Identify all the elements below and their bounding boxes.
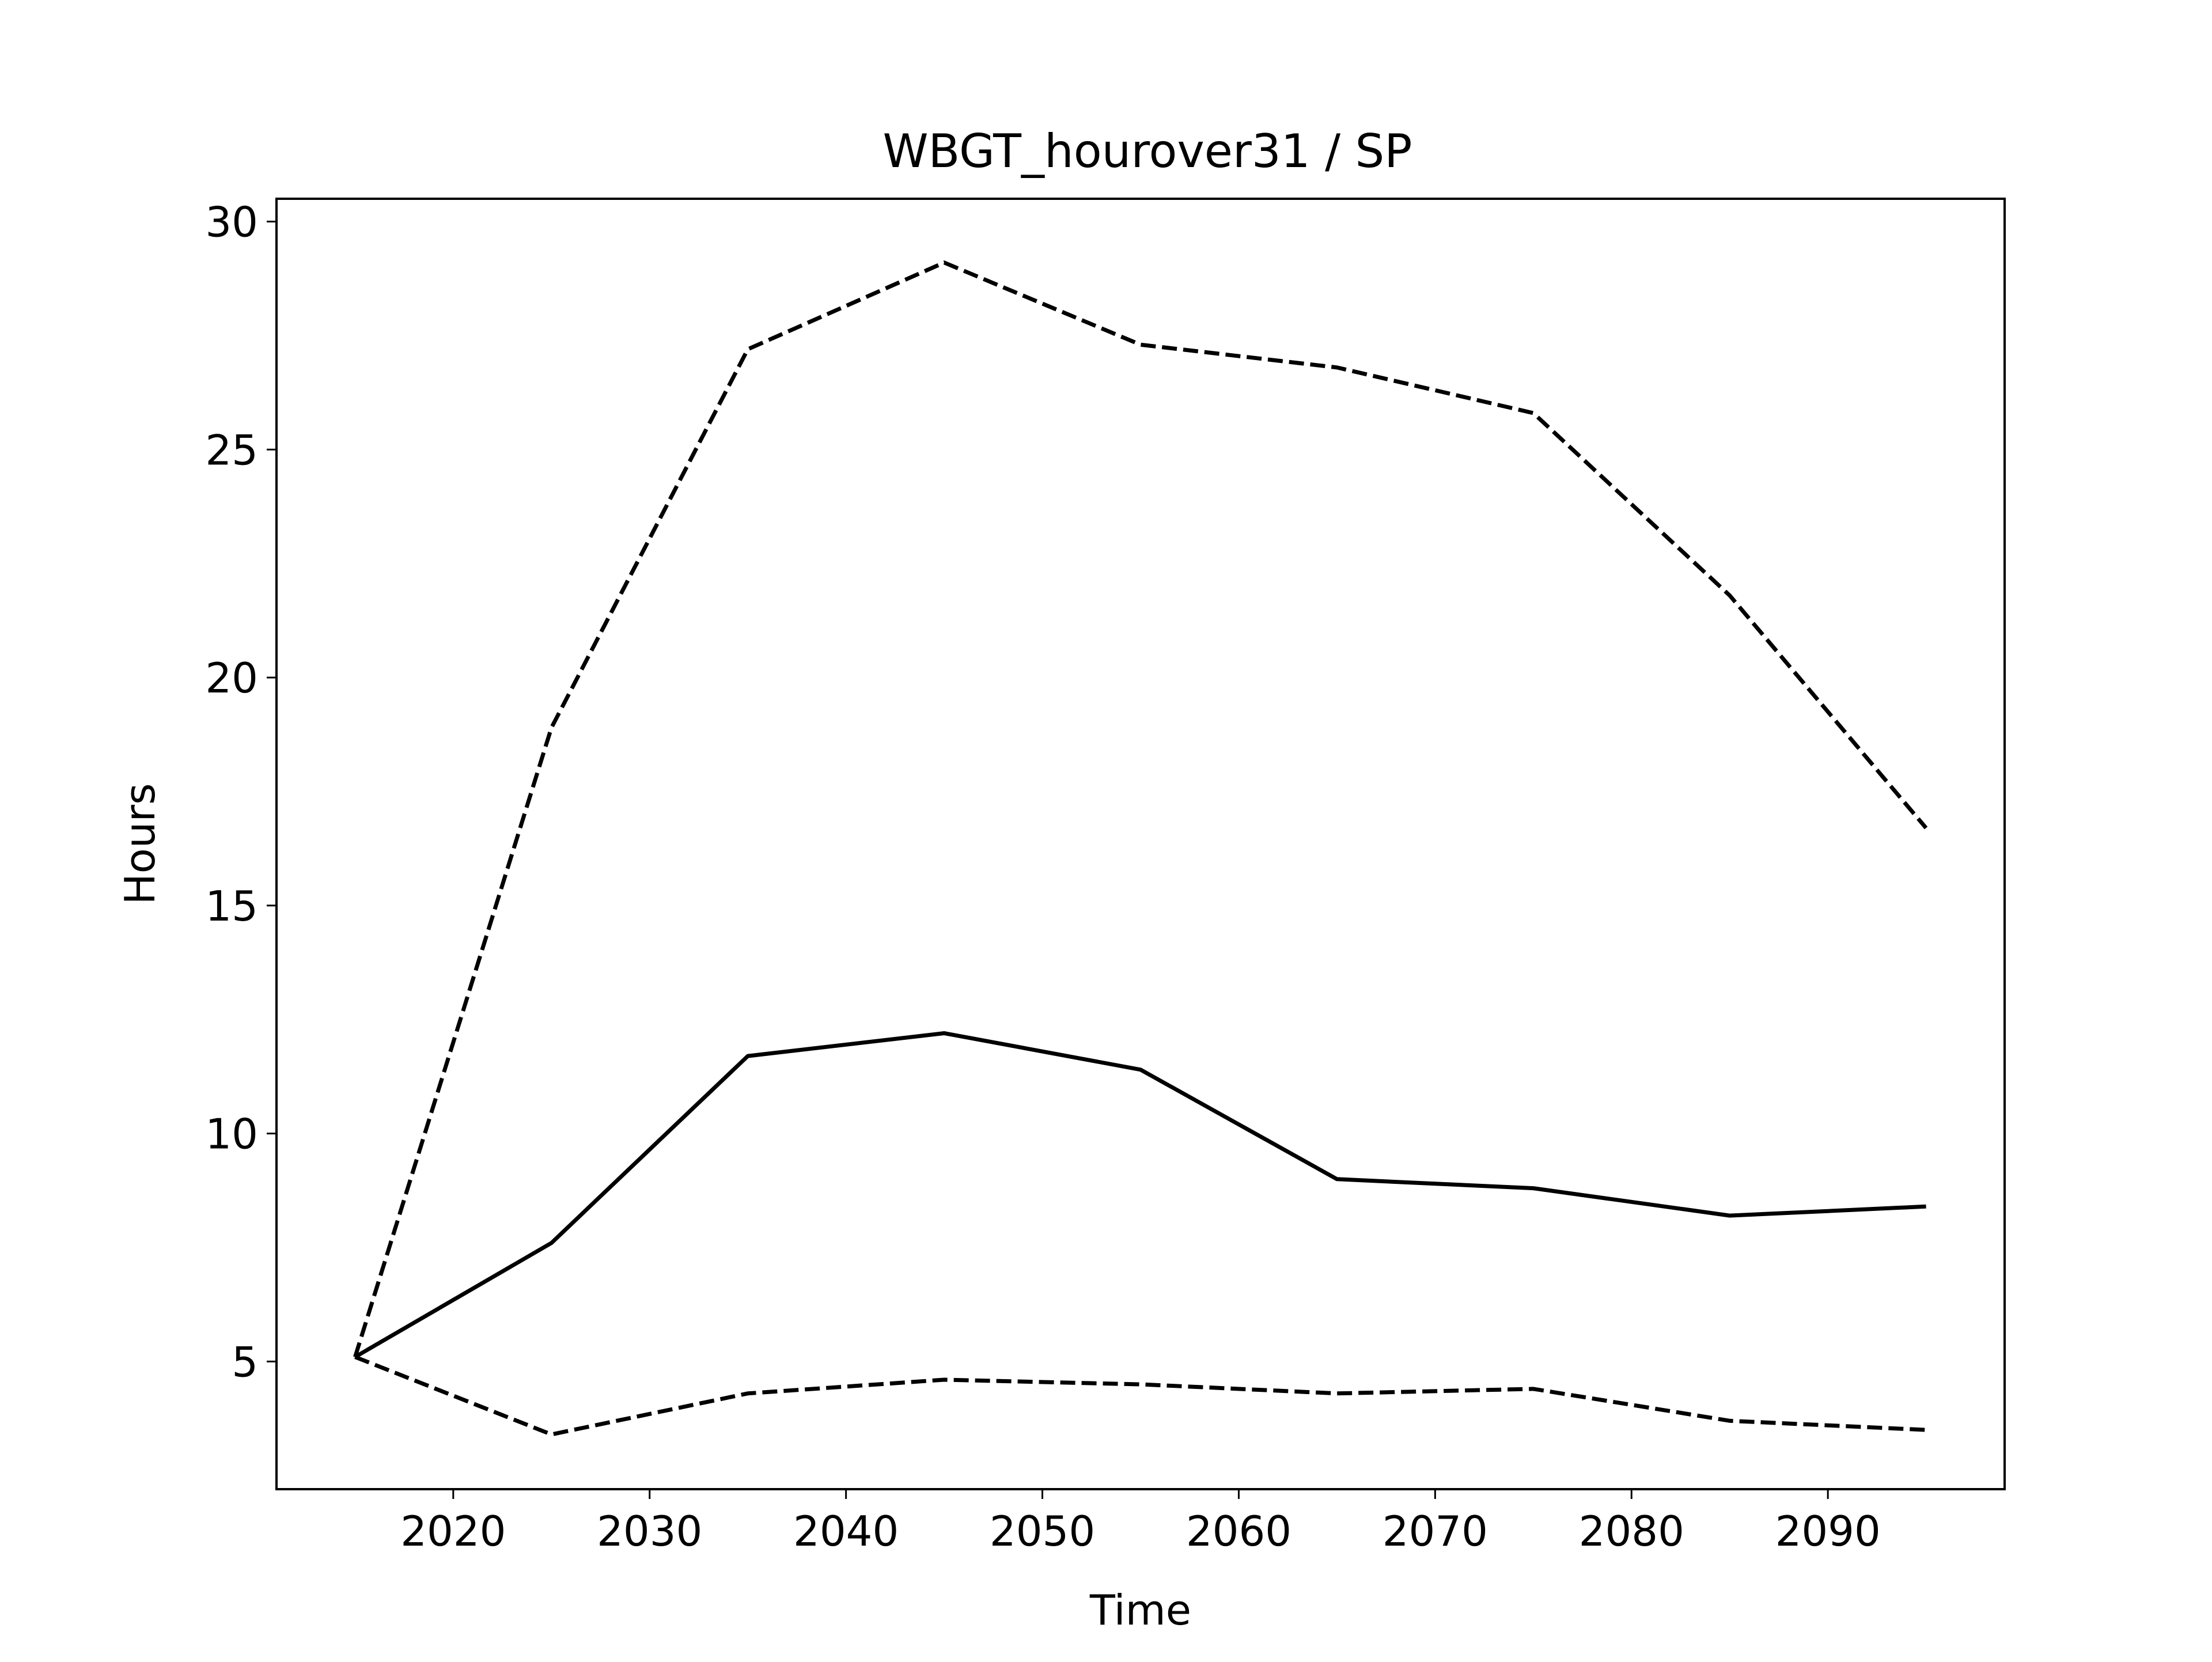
x-tick-label: 2020 xyxy=(400,1507,506,1555)
x-tick-label: 2090 xyxy=(1775,1507,1881,1555)
x-axis: 2020 2030 2040 2050 2060 2070 2080 2090 xyxy=(400,1489,1881,1555)
x-tick-label: 2060 xyxy=(1186,1507,1291,1555)
y-axis-label: Hours xyxy=(116,783,164,905)
series-line-3 xyxy=(354,1355,1926,1437)
y-tick-label: 20 xyxy=(205,654,258,702)
y-tick-label: 30 xyxy=(205,198,258,247)
y-axis: 5 10 15 20 25 30 xyxy=(205,198,276,1386)
x-tick-label: 2030 xyxy=(597,1507,702,1555)
x-axis-label: Time xyxy=(1089,1586,1191,1634)
x-tick-label: 2050 xyxy=(990,1507,1095,1555)
x-tick-label: 2070 xyxy=(1382,1507,1488,1555)
series-line-1 xyxy=(354,1031,1926,1359)
x-tick-label: 2040 xyxy=(793,1507,899,1555)
x-tick-label: 2080 xyxy=(1579,1507,1684,1555)
plot-frame xyxy=(275,198,2006,1490)
y-tick-label: 10 xyxy=(205,1110,258,1159)
y-tick-label: 5 xyxy=(232,1338,258,1386)
series-line-2 xyxy=(353,260,1928,1358)
y-tick-label: 15 xyxy=(205,882,258,930)
y-tick-label: 25 xyxy=(205,426,258,474)
plot-area xyxy=(353,260,1928,1437)
chart-title: WBGT_hourover31 / SP xyxy=(882,124,1412,178)
